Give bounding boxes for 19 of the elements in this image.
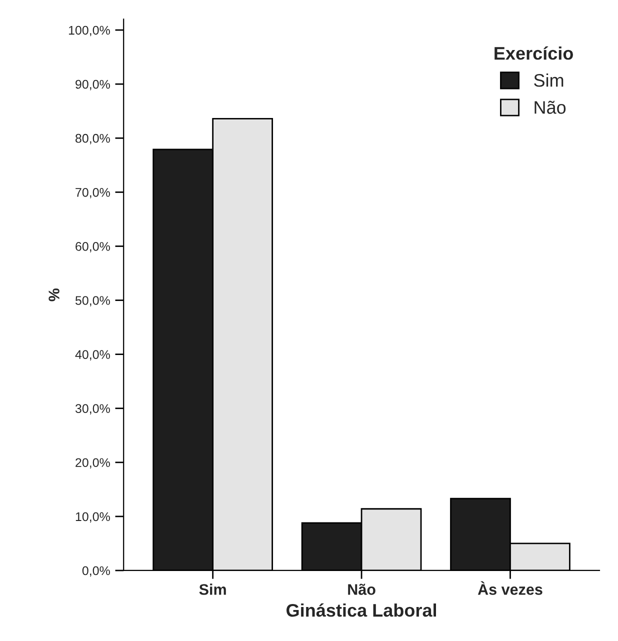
x-tick-label: Sim (199, 584, 226, 595)
y-tick-label: 0,0% (82, 566, 110, 577)
legend-label: Sim (534, 74, 564, 87)
x-tick-label: Às vezes (478, 581, 542, 595)
y-tick-label: 10,0% (76, 512, 110, 523)
y-tick-label: 30,0% (75, 404, 110, 414)
y-tick-label: 80,0% (76, 134, 110, 144)
y-tick-label: 70,0% (76, 188, 110, 198)
y-tick-label: 60,0% (76, 242, 110, 252)
y-tick-label: 100,0% (68, 26, 110, 36)
y-tick-label: 20,0% (76, 458, 110, 469)
y-tick-label: 90,0% (76, 80, 110, 90)
y-tick-label: 40,0% (75, 350, 110, 360)
y-axis-title: % (48, 288, 60, 302)
x-tick-label: Não (348, 584, 376, 595)
legend-label: Não (534, 100, 566, 114)
legend-title: Exercício (494, 46, 573, 60)
y-tick-label: 50,0% (75, 296, 110, 306)
x-axis-title: Ginástica Laboral (286, 603, 436, 617)
